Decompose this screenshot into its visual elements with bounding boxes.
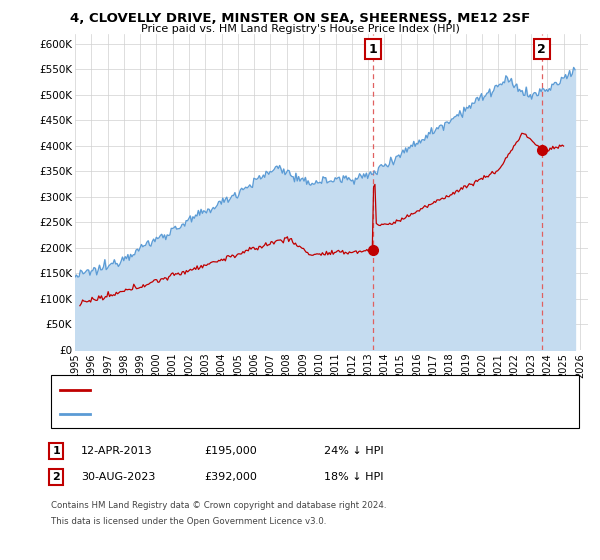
- Text: 24% ↓ HPI: 24% ↓ HPI: [324, 446, 383, 456]
- Text: 1: 1: [53, 446, 60, 456]
- Text: HPI: Average price, detached house, Swale: HPI: Average price, detached house, Swal…: [96, 408, 306, 418]
- Text: 12-APR-2013: 12-APR-2013: [81, 446, 152, 456]
- Text: 2: 2: [538, 43, 546, 56]
- Text: £392,000: £392,000: [204, 472, 257, 482]
- Text: Contains HM Land Registry data © Crown copyright and database right 2024.: Contains HM Land Registry data © Crown c…: [51, 502, 386, 511]
- Text: 30-AUG-2023: 30-AUG-2023: [81, 472, 155, 482]
- Text: £195,000: £195,000: [204, 446, 257, 456]
- Text: 2: 2: [53, 472, 60, 482]
- Text: Price paid vs. HM Land Registry's House Price Index (HPI): Price paid vs. HM Land Registry's House …: [140, 24, 460, 34]
- Text: 1: 1: [368, 43, 377, 56]
- Text: 4, CLOVELLY DRIVE, MINSTER ON SEA, SHEERNESS, ME12 2SF (detached house): 4, CLOVELLY DRIVE, MINSTER ON SEA, SHEER…: [96, 385, 488, 395]
- Text: This data is licensed under the Open Government Licence v3.0.: This data is licensed under the Open Gov…: [51, 516, 326, 526]
- Text: 4, CLOVELLY DRIVE, MINSTER ON SEA, SHEERNESS, ME12 2SF: 4, CLOVELLY DRIVE, MINSTER ON SEA, SHEER…: [70, 12, 530, 25]
- Text: 18% ↓ HPI: 18% ↓ HPI: [324, 472, 383, 482]
